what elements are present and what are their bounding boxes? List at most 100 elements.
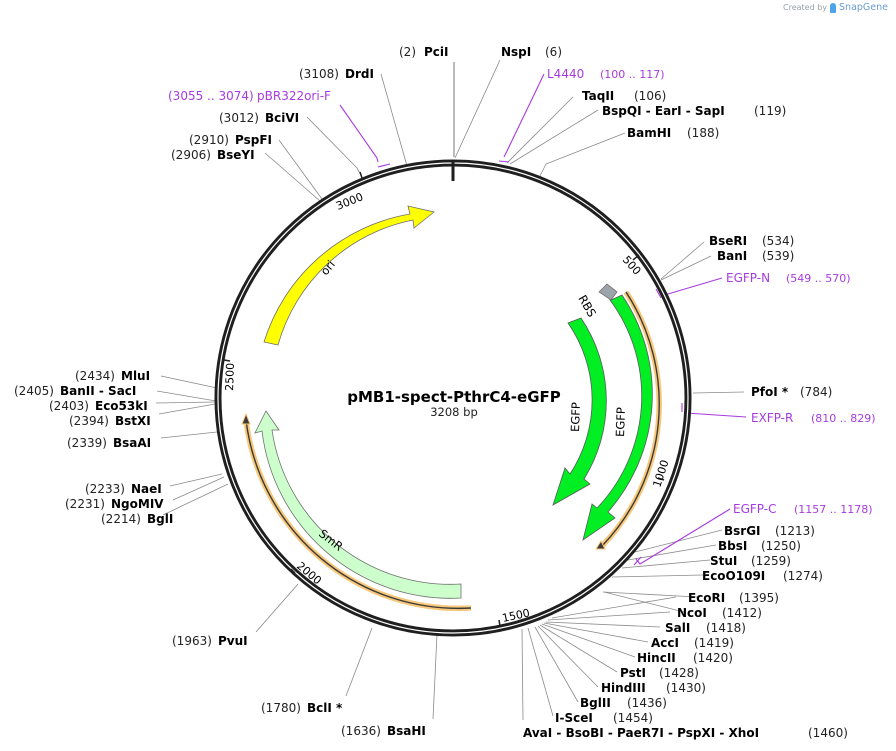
tick-marks (223, 171, 665, 627)
feature-egfp-outer[interactable] (582, 294, 653, 541)
enzyme-site-hincii[interactable]: HincII (1420) (637, 651, 733, 665)
enzyme-site-bsaai[interactable]: (2339) BsaAI (67, 436, 151, 450)
primer-site-exfp-r[interactable]: EXFP-R (810 .. 829) (751, 411, 876, 425)
feature-rbs[interactable] (598, 283, 618, 301)
enzyme-site-stui[interactable]: StuI (1259) (710, 554, 791, 568)
credit-brand: SnapGene (839, 2, 888, 13)
feature-orange-strip-right-core (601, 291, 660, 547)
enzyme-site-psti[interactable]: PstI (1428) (620, 666, 699, 680)
enzyme-site-naei[interactable]: (2233) NaeI (85, 482, 162, 496)
enzyme-name: MluI (121, 369, 150, 383)
enzyme-site-bcli[interactable]: (1780) BclI * (261, 701, 343, 715)
enzyme-name: BbsI (718, 539, 747, 553)
enzyme-site-bani[interactable]: BanI (539) (717, 249, 794, 263)
enzyme-name: BanI (717, 249, 747, 263)
enzyme-position: (106) (634, 89, 666, 103)
enzyme-site-bseri[interactable]: BseRI (534) (709, 234, 794, 248)
enzyme-site-acci[interactable]: AccI (1419) (651, 636, 734, 650)
orange-strip-right-arrowhead (595, 539, 606, 550)
enzyme-name: SalI (665, 621, 690, 635)
primer-site-egfp-c[interactable]: EGFP-C (1157 .. 1178) (733, 502, 873, 516)
enzyme-site-pfoi[interactable]: PfoI * (784) (751, 385, 832, 399)
enzyme-position: (119) (754, 104, 786, 118)
enzyme-site-drdi[interactable]: (3108) DrdI (299, 67, 374, 81)
snapgene-credit: Created by SnapGene (783, 2, 888, 13)
enzyme-name: BclI * (307, 701, 343, 715)
primer-range: (3055 .. 3074) (168, 89, 254, 103)
enzyme-name: BstXI (115, 414, 151, 428)
enzyme-name: BanII - SacI (60, 384, 136, 398)
primer-name: pBR322ori-F (257, 89, 331, 103)
enzyme-site-nspi[interactable]: NspI (6) (501, 45, 562, 59)
enzyme-position: (1418) (706, 621, 746, 635)
enzyme-name: BglI (147, 512, 173, 526)
enzyme-site-bsrgi[interactable]: BsrGI (1213) (724, 524, 815, 538)
enzyme-site-ncoi[interactable]: NcoI (1412) (677, 606, 762, 620)
enzyme-site-pvui[interactable]: (1963) PvuI (172, 634, 248, 648)
enzyme-site-eco53ki[interactable]: (2403) Eco53kI (49, 399, 148, 413)
enzyme-name: HindIII (601, 681, 646, 695)
enzyme-site-bcivi[interactable]: (3012) BciVI (219, 111, 299, 125)
feature-smr[interactable] (254, 410, 462, 599)
enzyme-position: (2403) (49, 399, 89, 413)
primer-site-pbr322ori-f[interactable]: (3055 .. 3074) pBR322ori-F (168, 89, 331, 103)
primer-range: (1157 .. 1178) (794, 503, 873, 516)
enzyme-position: (2910) (189, 133, 229, 147)
enzyme-site-ecoo109i[interactable]: EcoO109I (1274) (702, 569, 823, 583)
enzyme-name: PvuI (218, 634, 248, 648)
enzyme-site-avai[interactable]: AvaI - BsoBI - PaeR7I - PspXI - XhoI (14… (523, 726, 848, 740)
enzyme-position: (1780) (261, 701, 301, 715)
primer-site-egfp-n[interactable]: EGFP-N (549 .. 570) (726, 271, 851, 285)
enzyme-name: PstI (620, 666, 646, 680)
enzyme-site-bspqi[interactable]: BspQI - EarI - SapI (119) (602, 104, 786, 118)
enzyme-position: (2394) (69, 414, 109, 428)
enzyme-position: (1963) (172, 634, 212, 648)
enzyme-site-pcii[interactable]: (2) PciI (399, 45, 449, 59)
enzyme-position: (3012) (219, 111, 259, 125)
enzyme-position: (6) (545, 45, 562, 59)
enzyme-site-bseyi[interactable]: (2906) BseYI (171, 148, 255, 162)
enzyme-site-taqii[interactable]: TaqII (106) (582, 89, 666, 103)
feature-egfp-inner[interactable] (552, 317, 607, 506)
enzyme-site-ecori[interactable]: EcoRI (1395) (688, 591, 779, 605)
primer-name: L4440 (547, 67, 584, 81)
enzyme-site-bamhi[interactable]: BamHI (188) (627, 126, 719, 140)
tick-label-1500: 1500 (501, 606, 531, 625)
enzyme-name: PspFI (235, 133, 272, 147)
enzyme-name: BamHI (627, 126, 671, 140)
feature-egfp-outer-label: EGFP (613, 407, 628, 437)
enzyme-site-pspfi[interactable]: (2910) PspFI (189, 133, 272, 147)
enzyme-site-mlui[interactable]: (2434) MluI (75, 369, 150, 383)
enzyme-position: (1420) (693, 651, 733, 665)
enzyme-site-bstxi[interactable]: (2394) BstXI (69, 414, 151, 428)
feature-egfp-inner-label: EGFP (568, 402, 583, 432)
tick-label-2500: 2500 (223, 363, 237, 391)
enzyme-position: (2231) (65, 497, 105, 511)
enzyme-name: AccI (651, 636, 679, 650)
primer-range: (810 .. 829) (811, 412, 876, 425)
enzyme-site-sali[interactable]: SalI (1418) (665, 621, 746, 635)
enzyme-position: (188) (687, 126, 719, 140)
enzyme-name: EcoO109I (702, 569, 765, 583)
feature-ori[interactable] (263, 205, 435, 346)
enzyme-site-bsahi[interactable]: (1636) BsaHI (341, 724, 426, 738)
enzyme-name: PciI (424, 45, 449, 59)
plasmid-name: pMB1-spect-PthrC4-eGFP (347, 388, 561, 406)
enzyme-name: BsaHI (387, 724, 426, 738)
enzyme-name: HincII (637, 651, 676, 665)
enzyme-site-ngomiv[interactable]: (2231) NgoMIV (65, 497, 164, 511)
orange-strip-left-arrowhead (241, 412, 251, 425)
primer-site-l4440[interactable]: L4440 (100 .. 117) (547, 67, 665, 81)
enzyme-site-bgli[interactable]: (2214) BglI (101, 512, 173, 526)
enzyme-site-bbsi[interactable]: BbsI (1250) (718, 539, 801, 553)
enzyme-site-i-scei[interactable]: I-SceI (1454) (555, 711, 653, 725)
enzyme-position: (2339) (67, 436, 107, 450)
enzyme-site-hindiii[interactable]: HindIII (1430) (601, 681, 706, 695)
enzyme-name: BspQI - EarI - SapI (602, 104, 725, 118)
enzyme-position: (2434) (75, 369, 115, 383)
enzyme-name: BsrGI (724, 524, 761, 538)
enzyme-site-bglii[interactable]: BglII (1436) (580, 696, 667, 710)
enzyme-position: (534) (762, 234, 794, 248)
enzyme-site-banii[interactable]: (2405) BanII - SacI (14, 384, 136, 398)
